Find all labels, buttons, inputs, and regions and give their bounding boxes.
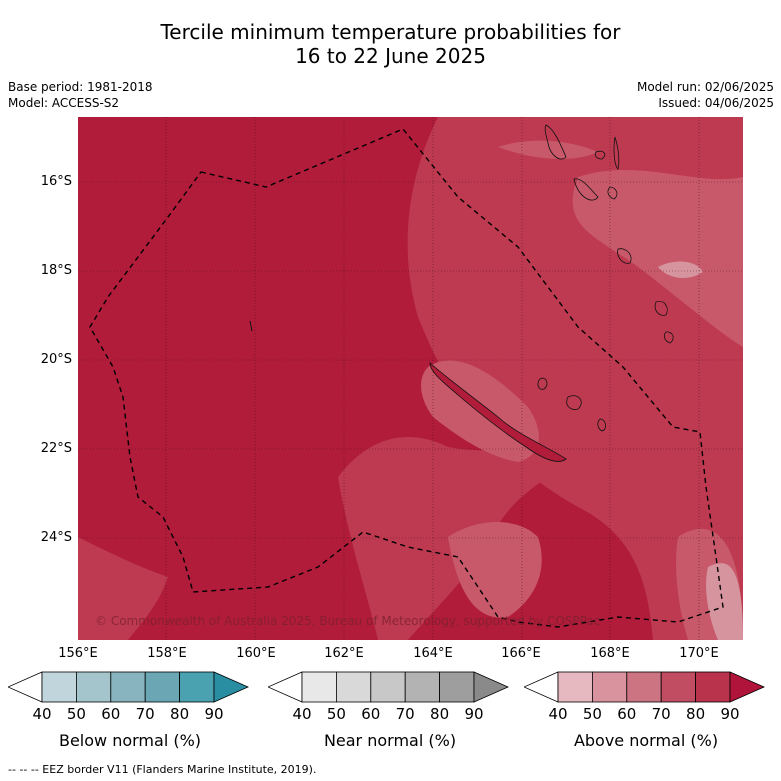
colorbar-segment: [179, 671, 215, 703]
colorbar-min-arrow: [268, 671, 303, 703]
lon-tick-label: 170°E: [679, 646, 719, 661]
tanna-island: [663, 331, 674, 344]
colorbar-tick-label: 80: [430, 705, 450, 723]
region-above-60-a: [658, 261, 703, 279]
malekula-island: [573, 178, 599, 201]
lon-tick-label: 164°E: [413, 646, 453, 661]
new-caledonia-island: [429, 362, 567, 462]
colorbar-tick-label: 40: [292, 705, 312, 723]
colorbar-segment: [336, 671, 372, 703]
maewo-island: [613, 136, 620, 170]
espiritu-santo-island: [544, 124, 567, 160]
lat-tick-label: 22°S: [40, 441, 72, 456]
colorbar-segment: [626, 671, 662, 703]
model-name: Model: ACCESS-S2: [8, 96, 120, 110]
colorbar-segment: [144, 671, 180, 703]
colorbar-tick-label: 90: [464, 705, 484, 723]
colorbar-tick-label: 40: [548, 705, 568, 723]
lat-tick-label: 24°S: [40, 530, 72, 545]
efate-island: [617, 248, 632, 264]
colorbar-tick-label: 80: [686, 705, 706, 723]
colorbar-segment: [301, 671, 337, 703]
colorbar-tick-label: 60: [361, 705, 381, 723]
erromango-island: [654, 300, 668, 316]
colorbar-tick-label: 90: [204, 705, 224, 723]
colorbar-segment: [439, 671, 475, 703]
lon-tick-label: 156°E: [58, 646, 98, 661]
map-svg: [78, 117, 743, 640]
lat-tick-label: 18°S: [40, 263, 72, 278]
map-panel: [78, 117, 743, 640]
colorbar-tick-label: 40: [32, 705, 52, 723]
lon-tick-label: 162°E: [324, 646, 364, 661]
colorbar-title: Below normal (%): [58, 731, 202, 750]
chesterfield-islet: [249, 320, 253, 332]
colorbar-title: Near normal (%): [323, 731, 457, 750]
colorbar: [8, 671, 249, 703]
colorbar-segment: [404, 671, 440, 703]
island-maré-south: [597, 418, 606, 432]
colorbar-tick-label: 60: [617, 705, 637, 723]
mare-island: [566, 395, 582, 410]
region-above-80-south: [338, 437, 548, 640]
base-period: Base period: 1981-2018: [8, 80, 153, 94]
colorbar-segment: [660, 671, 696, 703]
colorbar-tick-label: 70: [135, 705, 155, 723]
issued-date: Issued: 04/06/2025: [658, 96, 774, 110]
region-above-70-north: [498, 140, 598, 159]
colorbar-segment: [557, 671, 593, 703]
lat-tick-label: 20°S: [40, 352, 72, 367]
ambrym-island: [607, 186, 618, 200]
colorbar-tick-label: 80: [170, 705, 190, 723]
lon-tick-label: 160°E: [236, 646, 276, 661]
colorbar-tick-label: 50: [582, 705, 602, 723]
region-above-70-east: [572, 169, 743, 347]
copyright-notice: © Commonwealth of Australia 2025, Bureau…: [95, 614, 601, 628]
colorbar-tick-label: 50: [326, 705, 346, 723]
colorbar-max-arrow: [729, 671, 765, 703]
map-title-line2: 16 to 22 June 2025: [295, 44, 486, 68]
colorbar-max-arrow: [213, 671, 249, 703]
colorbar-max-arrow: [473, 671, 509, 703]
malekula-island-small: [594, 150, 606, 160]
colorbar-segment: [110, 671, 146, 703]
colorbar-tick-label: 90: [720, 705, 740, 723]
colorbar-segment: [76, 671, 112, 703]
lon-tick-label: 166°E: [501, 646, 541, 661]
colorbar: [268, 671, 509, 703]
colorbar-tick-label: 70: [651, 705, 671, 723]
region-above-80-sw: [78, 537, 168, 640]
colorbar-segment: [695, 671, 731, 703]
colorbar-tick-label: 70: [395, 705, 415, 723]
eez-footer-note: -- -- -- EEZ border V11 (Flanders Marine…: [8, 763, 317, 776]
colorbar-min-arrow: [524, 671, 559, 703]
colorbar-min-arrow: [8, 671, 43, 703]
lat-tick-label: 16°S: [40, 174, 72, 189]
colorbar-segment: [370, 671, 406, 703]
colorbar-segment: [41, 671, 77, 703]
lon-tick-label: 168°E: [590, 646, 630, 661]
colorbar: [524, 671, 765, 703]
colorbar-tick-label: 60: [101, 705, 121, 723]
region-above-70-south: [448, 522, 542, 618]
model-run: Model run: 02/06/2025: [636, 80, 774, 94]
graticule: [78, 117, 743, 640]
lifou-island: [537, 377, 548, 390]
colorbar-tick-label: 50: [66, 705, 86, 723]
colorbar-segment: [592, 671, 628, 703]
map-title-line1: Tercile minimum temperature probabilitie…: [160, 20, 621, 44]
region-above-60-b: [706, 563, 743, 640]
lon-tick-label: 158°E: [147, 646, 187, 661]
colorbar-title: Above normal (%): [573, 731, 719, 750]
